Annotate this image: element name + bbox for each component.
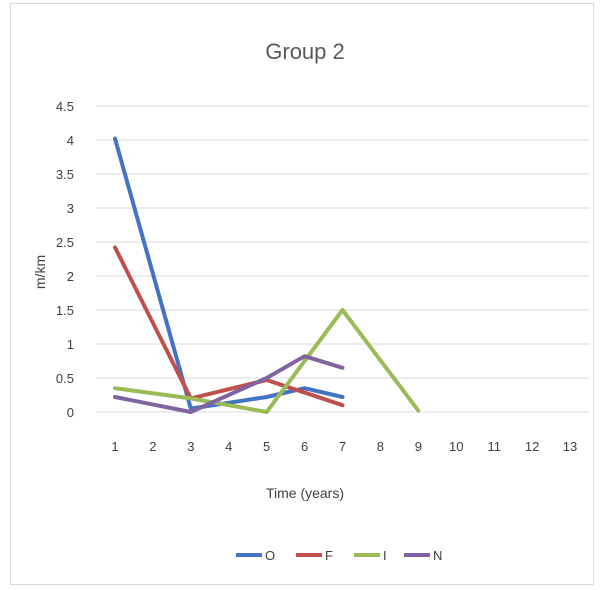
series-line-o [113, 136, 345, 411]
y-tick-label: 2.5 [56, 235, 74, 250]
series-lines [113, 136, 421, 414]
chart-area: Group 2 0 0.5 1 1.5 2 2.5 3 3.5 4 4.5 1 2 3 4 5 6 7 8 9 10… [10, 3, 594, 585]
x-tick-label: 12 [525, 439, 539, 454]
series-line-n [113, 354, 345, 414]
y-axis-label: m/km [32, 255, 48, 289]
legend-item-f: F [296, 548, 333, 563]
chart-title: Group 2 [265, 39, 345, 64]
y-tick-label: 0 [67, 405, 74, 420]
x-tick-label: 3 [187, 439, 194, 454]
x-tick-label: 2 [149, 439, 156, 454]
y-tick-label: 4.5 [56, 99, 74, 114]
x-tick-label: 11 [487, 439, 501, 454]
y-tick-label: 1.5 [56, 303, 74, 318]
legend-label: I [383, 548, 387, 563]
y-tick-label: 3.5 [56, 167, 74, 182]
x-axis-label: Time (years) [266, 485, 344, 501]
legend-label: F [325, 548, 333, 563]
x-tick-label: 8 [377, 439, 384, 454]
y-tick-label: 3 [67, 201, 74, 216]
y-tick-label: 0.5 [56, 371, 74, 386]
legend-item-n: N [404, 548, 442, 563]
legend-item-o: O [236, 548, 275, 563]
legend-item-i: I [354, 548, 387, 563]
x-tick-label: 5 [263, 439, 270, 454]
gridlines [96, 105, 589, 413]
series-line-i [113, 308, 421, 414]
x-tick-label: 4 [225, 439, 232, 454]
x-tick-label: 9 [415, 439, 422, 454]
x-tick-label: 6 [301, 439, 308, 454]
x-tick-label: 7 [339, 439, 346, 454]
y-tick-label: 1 [67, 337, 74, 352]
x-tick-label: 1 [111, 439, 118, 454]
x-axis-ticks: 1 2 3 4 5 6 7 8 9 10 11 12 13 [111, 439, 577, 454]
y-tick-label: 4 [67, 133, 74, 148]
legend-label: O [265, 548, 275, 563]
x-tick-label: 13 [563, 439, 577, 454]
x-tick-label: 10 [449, 439, 463, 454]
legend-label: N [433, 548, 442, 563]
line-chart: Group 2 00.511.522.533.544.5 1 2 3 4 5 6 7 8 9 10… [32, 39, 589, 563]
y-tick-label: 2 [67, 269, 74, 284]
y-axis-ticks: 0 0.5 1 1.5 2 2.5 3 3.5 4 4.5 [56, 99, 74, 420]
series-line-f [113, 245, 345, 408]
